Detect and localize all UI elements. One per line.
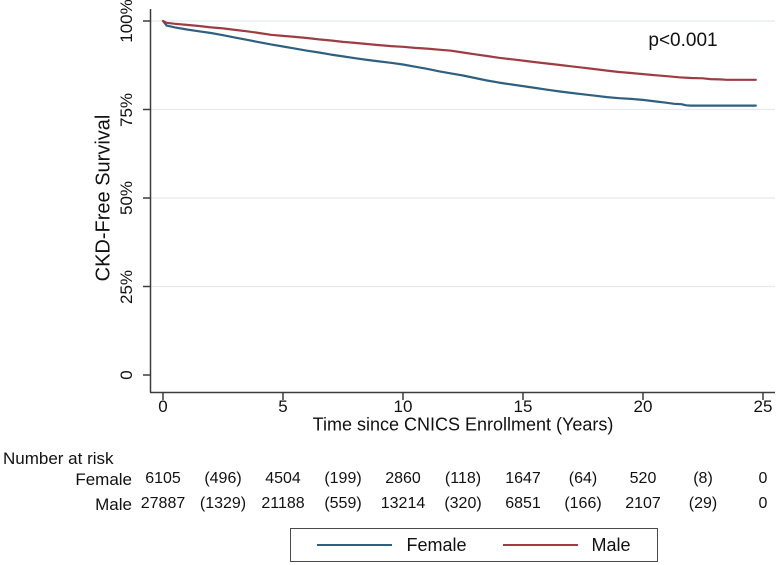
risk-value-female: 6105 <box>145 470 181 487</box>
risk-value-female: 2860 <box>385 470 421 487</box>
risk-value-male: 0 <box>758 495 768 512</box>
risk-row-label-male: Male <box>95 495 132 514</box>
x-tick-label: 25 <box>753 397 773 416</box>
legend-item-female: Female <box>317 534 467 556</box>
risk-value-male: (559) <box>324 495 362 512</box>
risk-value-male: (166) <box>564 495 602 512</box>
survival-curve-female <box>161 19 757 107</box>
x-axis-title: Time since CNICS Enrollment (Years) <box>312 414 614 435</box>
x-tick-label: 20 <box>633 397 653 416</box>
x-tick-label: 15 <box>513 397 533 416</box>
risk-value-female: 1647 <box>505 470 541 487</box>
risk-value-female: 4504 <box>265 470 301 487</box>
risk-value-female: (8) <box>693 470 713 487</box>
risk-row-label-female: Female <box>75 470 132 489</box>
y-tick-label: 25% <box>117 269 136 304</box>
risk-value-male: 21188 <box>261 495 305 512</box>
risk-value-male: (1329) <box>199 495 247 512</box>
y-axis-title: CKD-Free Survival <box>92 114 115 282</box>
risk-value-male: 27887 <box>140 495 186 512</box>
y-tick-label: 50% <box>117 180 136 216</box>
legend: Female Male <box>290 528 658 562</box>
risk-value-female: 0 <box>758 470 768 487</box>
x-tick-label: 10 <box>393 397 413 416</box>
risk-table-title: Number at risk <box>3 449 114 468</box>
risk-value-male: (320) <box>444 495 482 512</box>
survival-curve-male <box>161 19 757 81</box>
p-value-annotation: p<0.001 <box>648 30 718 51</box>
y-tick-label: 75% <box>117 92 136 127</box>
x-tick-label: 0 <box>158 397 168 416</box>
legend-item-male: Male <box>502 534 631 556</box>
risk-value-female: (64) <box>568 470 598 487</box>
y-tick-label: 100% <box>117 0 136 43</box>
y-tick-label: 0 <box>117 370 136 380</box>
legend-line-female-swatch <box>317 543 393 547</box>
risk-value-female: (118) <box>444 470 482 487</box>
x-tick-label: 5 <box>278 397 288 416</box>
legend-line-male-swatch <box>502 543 578 547</box>
risk-value-male: 13214 <box>380 495 426 512</box>
risk-value-male: 2107 <box>625 495 661 512</box>
risk-value-male: 6851 <box>505 495 541 512</box>
risk-value-female: (199) <box>324 470 362 487</box>
legend-label-female: Female <box>406 534 467 555</box>
risk-value-female: (496) <box>204 470 242 487</box>
risk-value-female: 520 <box>629 470 657 487</box>
risk-value-male: (29) <box>688 495 718 512</box>
legend-label-male: Male <box>591 534 631 555</box>
